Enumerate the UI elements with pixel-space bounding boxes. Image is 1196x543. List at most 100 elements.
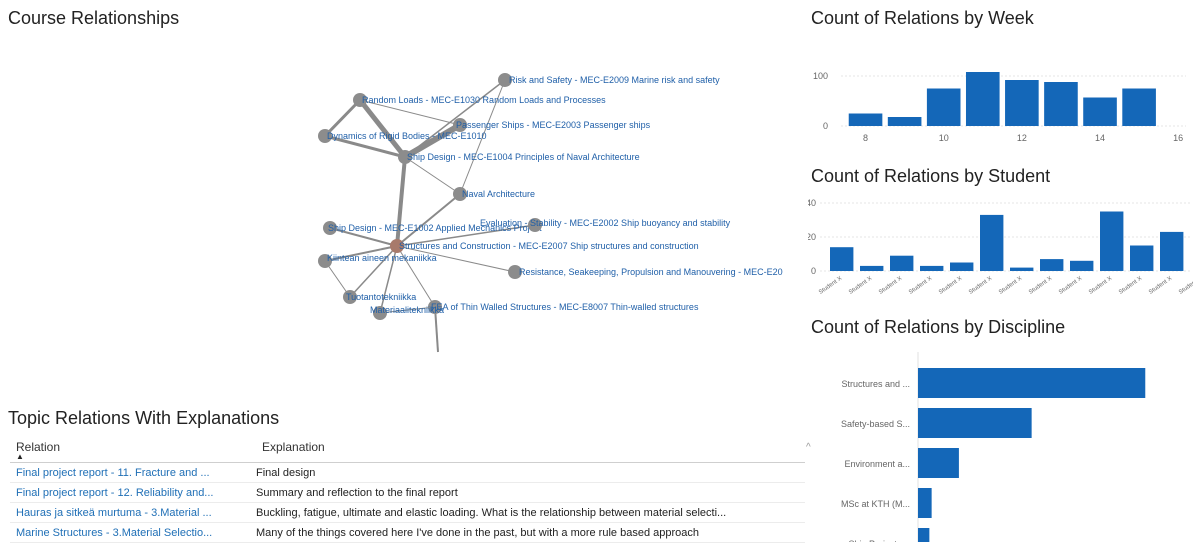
graph-node[interactable] <box>343 290 357 304</box>
graph-node-label[interactable]: Naval Architecture <box>462 189 535 199</box>
bar[interactable] <box>1005 80 1039 126</box>
graph-node-label[interactable]: Random Loads - MEC-E1030 Random Loads an… <box>362 95 606 105</box>
graph-node-label[interactable]: Ship Design - MEC-E1002 Applied Mechanic… <box>328 223 542 233</box>
bar[interactable] <box>918 408 1032 438</box>
bar[interactable] <box>1122 88 1156 127</box>
graph-node-label[interactable]: Dynamics of Rigid Bodies - MEC-E1010 <box>327 131 487 141</box>
relation-cell[interactable]: Hauras ja sitkeä murtuma - 3.Material ..… <box>16 506 212 519</box>
course-relationship-graph[interactable]: Risk and Safety - MEC-E2009 Marine risk … <box>300 60 805 360</box>
explanation-cell: Summary and reflection to the final repo… <box>256 486 458 499</box>
discipline-bar-chart[interactable]: Structures and ... Safety-based S... Envir… <box>808 352 1193 542</box>
relation-column-header[interactable]: Relation ▲ <box>10 440 256 462</box>
y-tick-label: 20 <box>808 232 816 242</box>
bar[interactable] <box>1040 259 1064 271</box>
graph-edge <box>396 245 436 308</box>
graph-node[interactable] <box>323 221 337 235</box>
x-tick-label: Student X <box>1058 276 1083 296</box>
table-header: Relation ▲ Explanation <box>10 434 805 463</box>
bar[interactable] <box>1010 267 1034 271</box>
topic-relations-table: Relation ▲ Explanation Final project rep… <box>10 434 805 543</box>
graph-edge <box>329 227 398 247</box>
y-tick-label: Ship Project -... <box>848 539 910 542</box>
table-row[interactable]: Final project report - 12. Reliability a… <box>10 483 805 503</box>
graph-node[interactable] <box>428 300 442 314</box>
bar[interactable] <box>1044 82 1078 126</box>
bar[interactable] <box>890 255 914 271</box>
bar[interactable] <box>1070 260 1094 271</box>
table-row[interactable]: Final project report - 11. Fracture and … <box>10 463 805 483</box>
y-tick-label: 0 <box>823 121 828 131</box>
x-tick-label: Student X <box>848 276 873 296</box>
x-tick-label: 8 <box>863 133 868 143</box>
bar[interactable] <box>1160 231 1184 271</box>
graph-edge <box>434 306 439 353</box>
graph-node[interactable] <box>508 265 522 279</box>
graph-edge <box>379 245 398 314</box>
graph-node-label[interactable]: FEA of Thin Walled Structures - MEC-E800… <box>431 302 699 312</box>
graph-node-label[interactable]: Structures and Construction - MEC-E2007 … <box>399 241 699 251</box>
student-chart-title: Count of Relations by Student <box>811 166 1051 186</box>
bar[interactable] <box>920 265 944 271</box>
graph-node[interactable] <box>373 306 387 320</box>
bar[interactable] <box>1083 97 1117 127</box>
graph-node-label[interactable]: Risk and Safety - MEC-E2009 Marine risk … <box>509 75 720 85</box>
table-row[interactable]: Marine Structures - 3.Material Selectio.… <box>10 523 805 543</box>
graph-node[interactable] <box>390 239 404 253</box>
bar[interactable] <box>980 214 1004 271</box>
graph-edge <box>324 260 351 298</box>
x-tick-label: Student X <box>998 276 1023 296</box>
x-tick-label: Student X <box>1118 276 1143 296</box>
graph-edge <box>359 99 461 126</box>
bar[interactable] <box>918 448 959 478</box>
graph-edge <box>404 156 461 195</box>
graph-edge <box>324 245 398 262</box>
table-row[interactable]: Hauras ja sitkeä murtuma - 3.Material ..… <box>10 503 805 523</box>
bar[interactable] <box>950 262 974 272</box>
graph-edge <box>459 79 506 195</box>
graph-node[interactable] <box>318 254 332 268</box>
table-title: Topic Relations With Explanations <box>8 408 280 428</box>
graph-edge <box>379 306 436 314</box>
bar[interactable] <box>1100 211 1124 272</box>
x-tick-label: Student X <box>938 276 963 296</box>
graph-node[interactable] <box>498 73 512 87</box>
graph-node-label[interactable]: Tuotantotekniikka <box>346 292 416 302</box>
relation-cell[interactable]: Final project report - 11. Fracture and … <box>16 466 210 479</box>
y-tick-label: MSc at KTH (M... <box>841 499 910 509</box>
graph-node-label[interactable]: Evaluation - Stability - MEC-E2002 Ship … <box>480 218 731 228</box>
explanation-column-header[interactable]: Explanation <box>262 440 325 454</box>
graph-node-label[interactable]: Kiintean aineen mekaniikka <box>327 253 437 263</box>
bar[interactable] <box>918 528 930 542</box>
sort-ascending-icon[interactable]: ▲ <box>16 452 24 461</box>
week-bar-chart[interactable]: 0 100 8 10 12 14 16 <box>808 58 1193 148</box>
graph-node[interactable] <box>353 93 367 107</box>
graph-edge <box>402 122 463 160</box>
relation-cell[interactable]: Marine Structures - 3.Material Selectio.… <box>16 526 213 539</box>
graph-node-label[interactable]: Ship Design - MEC-E1004 Principles of Na… <box>407 152 640 162</box>
x-tick-label: 10 <box>939 133 949 143</box>
bar[interactable] <box>860 265 884 271</box>
bar[interactable] <box>918 488 932 518</box>
bar[interactable] <box>830 247 854 271</box>
graph-node[interactable] <box>528 218 542 232</box>
scroll-up-icon[interactable]: ^ <box>806 442 811 453</box>
bar[interactable] <box>965 72 1000 126</box>
y-tick-label: Safety-based S... <box>841 419 910 429</box>
bar[interactable] <box>926 88 961 127</box>
relation-cell[interactable]: Final project report - 12. Reliability a… <box>16 486 214 499</box>
bar[interactable] <box>848 113 883 127</box>
graph-node[interactable] <box>453 118 467 132</box>
bar[interactable] <box>918 368 1146 398</box>
x-tick-label: Student X <box>878 276 903 296</box>
graph-node[interactable] <box>318 129 332 143</box>
graph-node-label[interactable]: Materiaalitekniikka <box>370 305 444 315</box>
graph-node[interactable] <box>453 187 467 201</box>
graph-node-label[interactable]: Passenger Ships - MEC-E2003 Passenger sh… <box>456 120 651 130</box>
x-tick-label: Student X <box>1148 276 1173 296</box>
bar[interactable] <box>1130 245 1154 272</box>
graph-edge <box>349 245 398 298</box>
bar[interactable] <box>887 117 922 126</box>
graph-node-label[interactable]: Resistance, Seakeeping, Propulsion and M… <box>519 267 783 277</box>
graph-node[interactable] <box>398 150 412 164</box>
